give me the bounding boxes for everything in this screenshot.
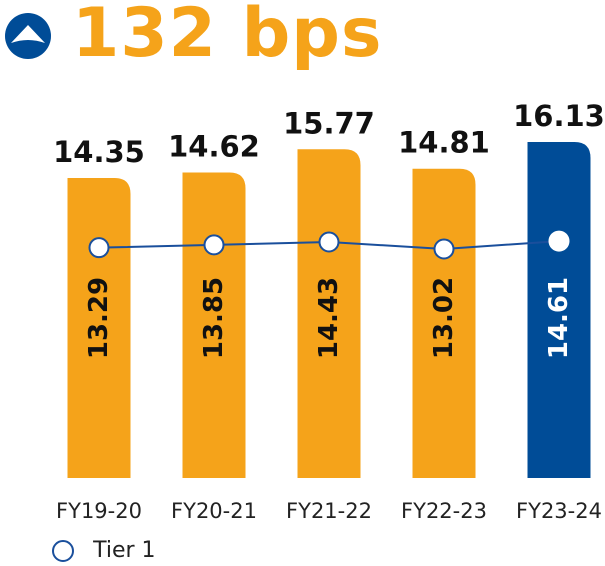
bar-value-label: 15.77 [283,106,375,140]
bar-FY23-24 [527,142,591,478]
headline-value: 132 bps [72,0,383,73]
tier-1-point [88,237,110,259]
bar-FY22-23 [412,168,476,478]
tier-1-value-label: 13.29 [84,277,114,359]
x-tick-label: FY22-23 [401,499,487,523]
bar-FY20-21 [182,172,246,479]
bar-value-label: 14.35 [53,135,145,169]
tier-1-value-label: 14.43 [314,277,344,359]
tier-1-point [433,238,455,260]
bar-FY21-22 [297,149,361,479]
bar-FY19-20 [67,178,131,478]
x-tick-label: FY21-22 [286,499,372,523]
tier-1-point [318,231,340,253]
up-arrow-circle-icon [5,13,51,59]
tier-1-value-label: 13.02 [429,277,459,359]
legend-marker-tier-1 [52,539,74,562]
bar-value-label: 14.62 [168,130,260,164]
bar-value-label: 16.13 [513,99,605,133]
bar-value-label: 14.81 [398,126,490,160]
tier-1-point [203,234,225,256]
x-tick-label: FY19-20 [56,499,142,523]
bar-line-chart: 14.35 14.62 15.77 14.81 16.13 13.29 13.85 14.43… [53,99,605,523]
legend-label-tier-1: Tier 1 [93,538,156,563]
x-tick-label: FY20-21 [171,499,257,523]
headline: 132 bps [0,0,605,80]
legend: Tier 1 [52,538,156,564]
tier-1-point [548,230,570,252]
tier-1-value-label: 14.61 [544,277,574,359]
tier-1-value-label: 13.85 [199,277,229,359]
x-tick-label: FY23-24 [516,499,602,523]
